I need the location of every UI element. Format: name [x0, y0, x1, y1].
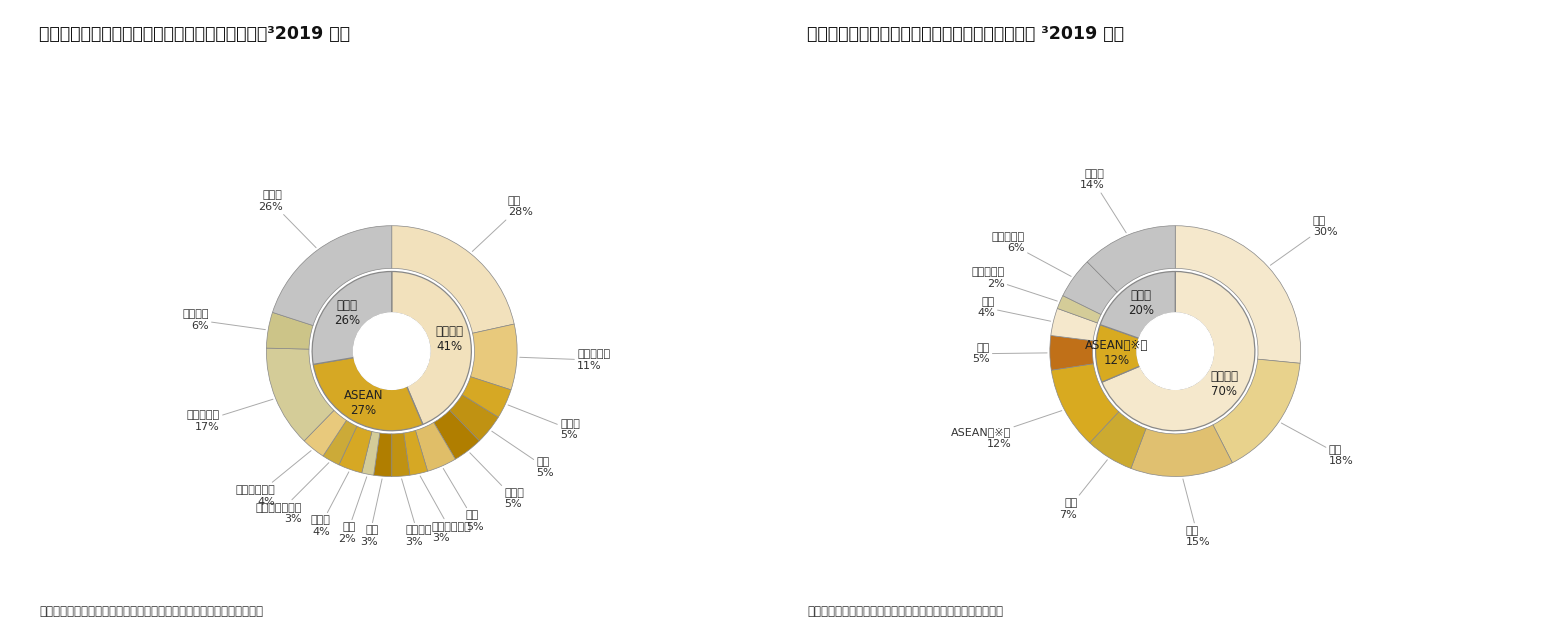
Wedge shape: [470, 324, 517, 390]
Wedge shape: [1062, 262, 1117, 315]
Wedge shape: [266, 348, 334, 441]
Wedge shape: [1051, 308, 1097, 341]
Text: 東アジア
41%: 東アジア 41%: [436, 325, 464, 354]
Text: 南北アメリカ
4%: 南北アメリカ 4%: [235, 451, 312, 507]
Wedge shape: [266, 312, 313, 349]
Text: ロシア
4%: ロシア 4%: [310, 472, 349, 537]
Text: 台湾
15%: 台湾 15%: [1183, 479, 1210, 547]
Text: 中国
30%: 中国 30%: [1271, 216, 1337, 265]
Text: インド
5%: インド 5%: [508, 405, 580, 440]
Wedge shape: [1175, 226, 1301, 363]
Wedge shape: [323, 420, 357, 465]
Text: ASEAN（※）
12%: ASEAN（※） 12%: [1084, 339, 1149, 367]
Wedge shape: [1100, 271, 1175, 339]
Text: （資料）タイ国政府観光庁の公表資料を基にニッセイ基礎研究所が作成: （資料）タイ国政府観光庁の公表資料を基にニッセイ基礎研究所が作成: [39, 604, 263, 618]
Text: 中国
28%: 中国 28%: [472, 196, 533, 251]
Text: 東アジア
70%: 東アジア 70%: [1210, 370, 1238, 398]
Wedge shape: [1102, 271, 1255, 431]
Text: タイ
4%: タイ 4%: [978, 297, 1050, 321]
Text: ヨーロッパ
6%: ヨーロッパ 6%: [992, 231, 1072, 277]
Text: 図表２　タイの外国人観光客数（国別、エリア別³2019 年）: 図表２ タイの外国人観光客数（国別、エリア別³2019 年）: [39, 25, 349, 43]
Circle shape: [1138, 313, 1213, 389]
Wedge shape: [313, 357, 423, 431]
Text: 図表３　日本の外国人観光客数（国別、エリア別 ³2019 年）: 図表３ 日本の外国人観光客数（国別、エリア別 ³2019 年）: [807, 25, 1124, 43]
Text: ASEAN
27%: ASEAN 27%: [343, 389, 384, 417]
Text: 香港
3%: 香港 3%: [360, 479, 382, 547]
Wedge shape: [273, 226, 392, 325]
Text: アメリカ合衆国
3%: アメリカ合衆国 3%: [255, 463, 329, 524]
Wedge shape: [404, 430, 428, 475]
Text: 英国
2%: 英国 2%: [338, 477, 367, 544]
Text: その他
14%: その他 14%: [1080, 169, 1127, 233]
Wedge shape: [312, 271, 392, 364]
Wedge shape: [338, 426, 371, 473]
Wedge shape: [1131, 425, 1232, 477]
Wedge shape: [373, 433, 392, 477]
Wedge shape: [434, 410, 480, 459]
Wedge shape: [362, 431, 379, 475]
Wedge shape: [1058, 295, 1102, 323]
Text: その他
26%: その他 26%: [334, 299, 360, 327]
Text: 日本
5%: 日本 5%: [443, 468, 484, 532]
Text: その他
20%: その他 20%: [1128, 289, 1155, 317]
Text: ラオス
5%: ラオス 5%: [470, 453, 525, 509]
Circle shape: [354, 313, 429, 389]
Wedge shape: [1213, 359, 1301, 463]
Wedge shape: [304, 410, 346, 456]
Wedge shape: [392, 271, 472, 424]
Text: ASEAN（※）
12%: ASEAN（※） 12%: [951, 411, 1062, 449]
Text: 香港
7%: 香港 7%: [1059, 460, 1108, 520]
Wedge shape: [1050, 335, 1094, 370]
Text: マレーシア
11%: マレーシア 11%: [520, 349, 610, 371]
Text: 北アメリカ
2%: 北アメリカ 2%: [972, 268, 1058, 301]
Wedge shape: [1051, 364, 1119, 443]
Wedge shape: [1095, 325, 1141, 382]
Text: 米国
5%: 米国 5%: [972, 343, 1047, 364]
Text: ベトナム
3%: ベトナム 3%: [401, 479, 431, 547]
Text: 韓国
5%: 韓国 5%: [492, 431, 555, 478]
Text: その他
26%: その他 26%: [259, 190, 317, 248]
Wedge shape: [1089, 412, 1145, 468]
Wedge shape: [462, 377, 511, 418]
Text: （資料）観光庁の公表資料をもとにニッセイ基礎研究所が作成: （資料）観光庁の公表資料をもとにニッセイ基礎研究所が作成: [807, 604, 1003, 618]
Wedge shape: [1087, 226, 1175, 292]
Text: 韓国
18%: 韓国 18%: [1282, 423, 1354, 466]
Wedge shape: [392, 226, 514, 334]
Text: 南アジア
6%: 南アジア 6%: [182, 309, 265, 330]
Text: シンガポール
3%: シンガポール 3%: [420, 476, 472, 543]
Text: ヨーロッパ
17%: ヨーロッパ 17%: [186, 399, 273, 432]
Wedge shape: [392, 433, 411, 477]
Wedge shape: [415, 423, 456, 472]
Wedge shape: [450, 395, 498, 441]
